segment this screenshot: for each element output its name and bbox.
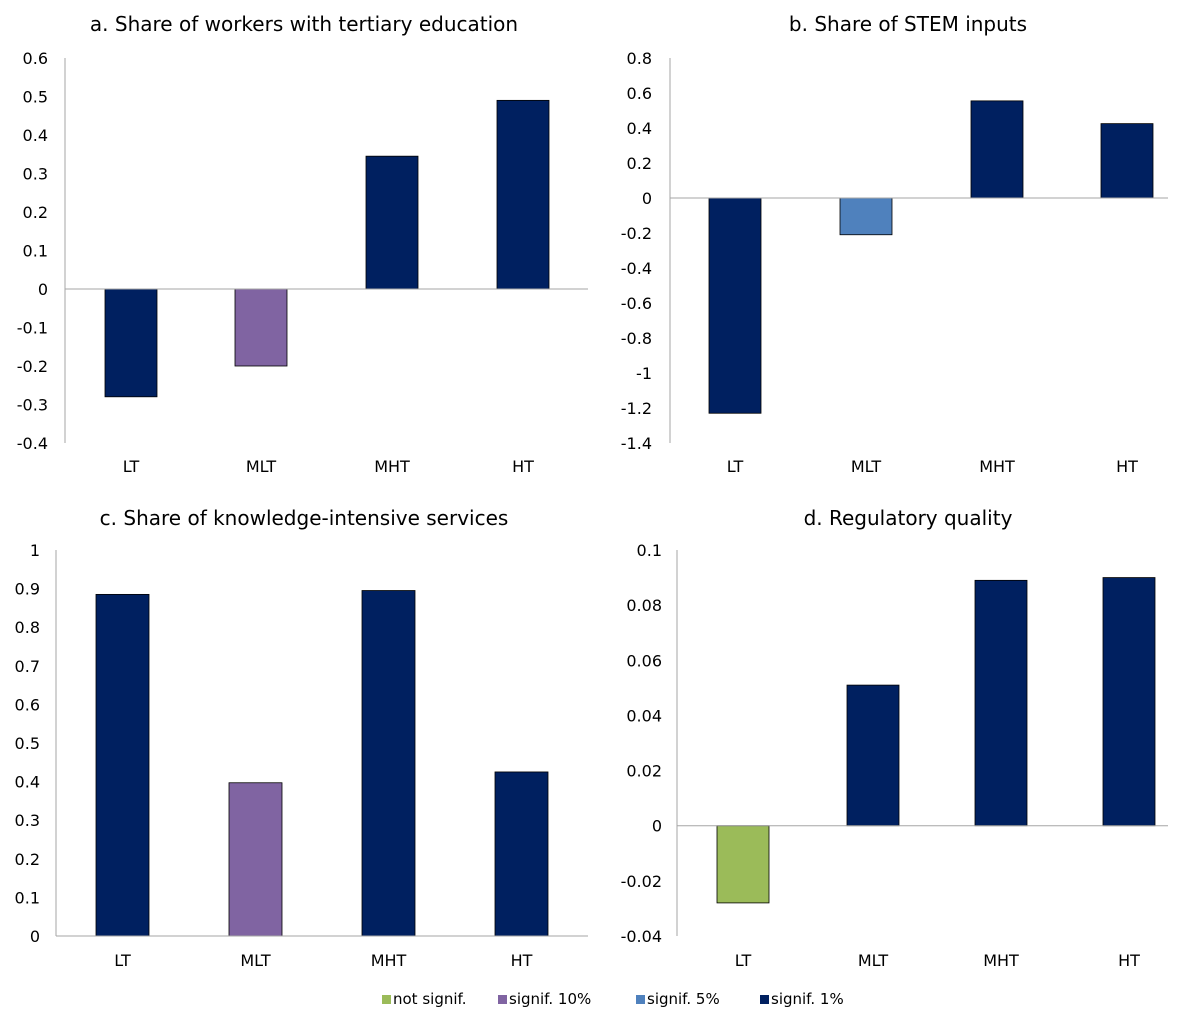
chart-panel-2: b. Share of STEM inputs 0.8 0.6 0.4 0.2 0 -0.2… (621, 12, 1168, 476)
x-category-label: HT (512, 457, 534, 476)
x-category-label: MHT (979, 457, 1015, 476)
x-category-label: MHT (374, 457, 410, 476)
x-category-label: HT (511, 951, 533, 970)
y-tick-label: -0.04 (621, 927, 662, 946)
y-tick-label: 0.5 (23, 88, 48, 107)
y-tick-label: -0.8 (621, 329, 652, 348)
y-tick-label: 0.3 (15, 811, 40, 830)
bar-mht (361, 590, 416, 937)
bar-mlt (234, 288, 288, 367)
x-category-label: HT (1116, 457, 1138, 476)
y-tick-label: 0 (642, 189, 652, 208)
bar-mht (970, 100, 1024, 199)
bar-mht (974, 579, 1028, 827)
bar-mlt (228, 782, 283, 937)
y-tick-label: 0.4 (23, 126, 48, 145)
y-tick-label: 1 (30, 541, 40, 560)
y-tick-label: 0.6 (627, 84, 652, 103)
y-tick-label: 0 (38, 280, 48, 299)
bar-ht (494, 771, 549, 937)
y-tick-label: -0.2 (621, 224, 652, 243)
x-category-label: LT (114, 951, 131, 970)
y-tick-label: 0.5 (15, 734, 40, 753)
bar-lt (708, 197, 762, 414)
y-tick-label: 0 (652, 817, 662, 836)
y-tick-label: 0.3 (23, 165, 48, 184)
x-category-label: MHT (371, 951, 407, 970)
x-category-label: LT (123, 457, 140, 476)
bar-mht (365, 155, 419, 290)
chart-panel-1: a. Share of workers with tertiary educat… (17, 12, 588, 476)
legend: not signif. signif. 10% signif. 5% signif. … (382, 990, 844, 1008)
bar-mlt (839, 197, 893, 236)
legend-label: signif. 1% (771, 990, 844, 1008)
y-tick-label: -0.6 (621, 294, 652, 313)
y-tick-label: 0.1 (23, 242, 48, 261)
x-category-label: MLT (240, 951, 271, 970)
y-tick-label: -0.2 (17, 357, 48, 376)
bar-lt (716, 825, 770, 904)
x-category-label: MLT (246, 457, 277, 476)
y-tick-label: -1 (636, 364, 652, 383)
y-tick-label: -1.2 (621, 399, 652, 418)
legend-label: not signif. (393, 990, 466, 1008)
legend-swatch (760, 995, 769, 1004)
chart-panel-3: c. Share of knowledge-intensive services… (15, 506, 588, 970)
y-tick-label: 0.1 (15, 888, 40, 907)
legend-swatch (636, 995, 645, 1004)
y-tick-label: -0.4 (621, 259, 652, 278)
bar-lt (95, 593, 150, 937)
y-tick-label: 0.2 (23, 203, 48, 222)
y-tick-label: 0.04 (626, 706, 662, 725)
chart-title: a. Share of workers with tertiary educat… (90, 12, 518, 36)
y-tick-label: 0.2 (627, 154, 652, 173)
y-tick-label: 0.6 (15, 695, 40, 714)
y-tick-label: -0.02 (621, 872, 662, 891)
y-tick-label: 0.02 (626, 762, 662, 781)
bar-lt (104, 288, 158, 398)
chart-title: c. Share of knowledge-intensive services (100, 506, 509, 530)
y-tick-label: -1.4 (621, 434, 652, 453)
y-tick-label: 0.7 (15, 657, 40, 676)
x-category-label: LT (727, 457, 744, 476)
y-tick-label: 0.1 (637, 541, 662, 560)
chart-title: b. Share of STEM inputs (789, 12, 1027, 36)
chart-title: d. Regulatory quality (804, 506, 1013, 530)
y-tick-label: -0.4 (17, 434, 48, 453)
y-tick-label: 0.4 (627, 119, 652, 138)
y-tick-label: 0.06 (626, 651, 662, 670)
y-tick-label: 0.4 (15, 773, 40, 792)
bar-ht (496, 99, 550, 290)
bar-ht (1102, 577, 1156, 827)
bar-ht (1100, 123, 1154, 199)
x-category-label: HT (1118, 951, 1140, 970)
y-tick-label: 0.9 (15, 580, 40, 599)
chart-panel-4: d. Regulatory quality 0.1 0.08 0.06 0.04 0.02… (621, 506, 1168, 970)
y-tick-label: 0.2 (15, 850, 40, 869)
y-tick-label: 0 (30, 927, 40, 946)
y-tick-label: 0.08 (626, 596, 662, 615)
x-category-label: MLT (858, 951, 889, 970)
bar-mlt (846, 684, 900, 827)
y-tick-label: 0.8 (627, 49, 652, 68)
legend-swatch (498, 995, 507, 1004)
y-tick-label: -0.1 (17, 319, 48, 338)
x-category-label: MLT (851, 457, 882, 476)
legend-swatch (382, 995, 391, 1004)
x-category-label: MHT (983, 951, 1019, 970)
y-tick-label: 0.8 (15, 618, 40, 637)
legend-label: signif. 5% (647, 990, 720, 1008)
y-tick-label: 0.6 (23, 49, 48, 68)
x-category-label: LT (735, 951, 752, 970)
y-tick-label: -0.3 (17, 396, 48, 415)
legend-label: signif. 10% (509, 990, 591, 1008)
